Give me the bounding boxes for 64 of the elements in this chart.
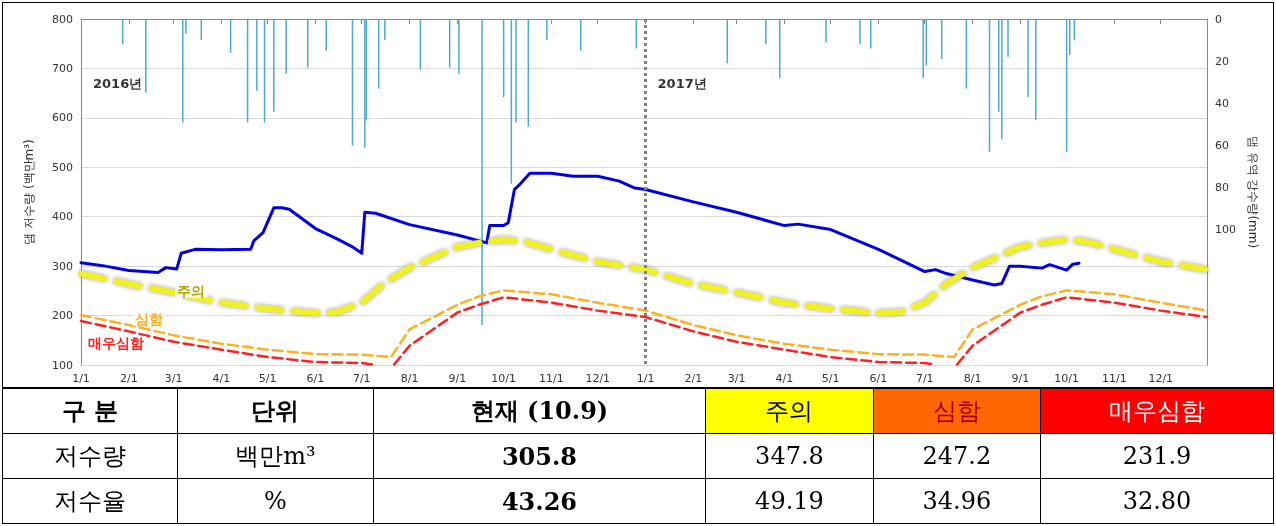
text: 247.2 [922, 442, 992, 470]
text: 347.8 [755, 442, 824, 470]
category-label: 구 분 [2, 388, 178, 434]
y-tick-label: 600 [52, 111, 73, 125]
x-tick-label: 2/1 [119, 372, 138, 385]
y2-tick-label: 20 [1215, 54, 1229, 68]
category-label: 매우심함 [1040, 388, 1274, 434]
text: 305.8 [501, 441, 578, 471]
x-tick-label: 10/1 [491, 372, 516, 385]
x-tick-label: 11/1 [539, 372, 564, 385]
x-tick-label: 1/1 [636, 372, 655, 385]
x-tick-label: 7/1 [352, 372, 371, 385]
y-tick-label: 200 [52, 309, 73, 323]
x-tick-label: 10/1 [1054, 372, 1079, 385]
x-tick-label: 3/1 [164, 372, 183, 385]
x-tick-label: 11/1 [1102, 372, 1127, 385]
text: 34.96 [922, 487, 992, 515]
y-tick-label: 300 [52, 259, 73, 273]
x-tick-label: 3/1 [727, 372, 746, 385]
x-tick-label: 2/1 [684, 372, 703, 385]
y-tick-label: 100 [52, 358, 73, 372]
x-tick-label: 1/1 [72, 372, 90, 385]
x-tick-label: 5/1 [821, 372, 840, 385]
annotation: 2017년 [657, 76, 707, 91]
x-tick-label: 9/1 [448, 372, 467, 385]
x-tick-label: 6/1 [306, 372, 325, 385]
y-tick-label: 400 [52, 210, 73, 224]
category-label: 주의 [705, 388, 874, 434]
x-tick-label: 4/1 [775, 372, 794, 385]
x-tick-label: 6/1 [869, 372, 888, 385]
text: 저수량 [54, 442, 127, 470]
series-label: 심함 [134, 311, 163, 328]
x-tick-label: 8/1 [400, 372, 419, 385]
text: 32.80 [1122, 487, 1192, 515]
category-label: 심함 [873, 388, 1041, 434]
y2-axis-title: 댐 유역 강수량(mm) [1246, 135, 1260, 249]
y2-tick-label: 60 [1215, 139, 1229, 153]
y2-tick-label: 100 [1215, 223, 1236, 237]
x-tick-label: 12/1 [1148, 372, 1174, 385]
x-tick-label: 5/1 [258, 372, 277, 385]
annotation: 2016년 [93, 76, 143, 91]
text: % [264, 487, 287, 515]
text: 백만m³ [235, 442, 316, 470]
x-tick-label: 8/1 [963, 372, 982, 385]
y-tick-label: 700 [52, 61, 73, 75]
x-tick-label: 4/1 [212, 372, 231, 385]
x-tick-label: 9/1 [1011, 372, 1030, 385]
series-label: 매우심함 [88, 335, 144, 352]
y-axis-title: 댐 저수량 (백만m³) [22, 139, 36, 245]
y-tick-label: 500 [52, 160, 73, 174]
y-tick-label: 800 [52, 12, 73, 26]
text: 231.9 [1122, 442, 1192, 470]
x-tick-label: 7/1 [915, 372, 934, 385]
series-label: 주의 [177, 282, 206, 299]
text: 저수율 [54, 487, 127, 515]
y2-tick-label: 0 [1215, 12, 1222, 26]
y2-tick-label: 80 [1215, 181, 1229, 195]
y2-tick-label: 40 [1215, 96, 1229, 110]
text: 49.19 [755, 487, 824, 515]
text: 43.26 [501, 486, 578, 516]
category-label: 현재 (10.9) [373, 388, 706, 434]
x-tick-label: 12/1 [585, 372, 611, 385]
line-series [79, 171, 1081, 287]
category-label: 단위 [177, 388, 374, 434]
